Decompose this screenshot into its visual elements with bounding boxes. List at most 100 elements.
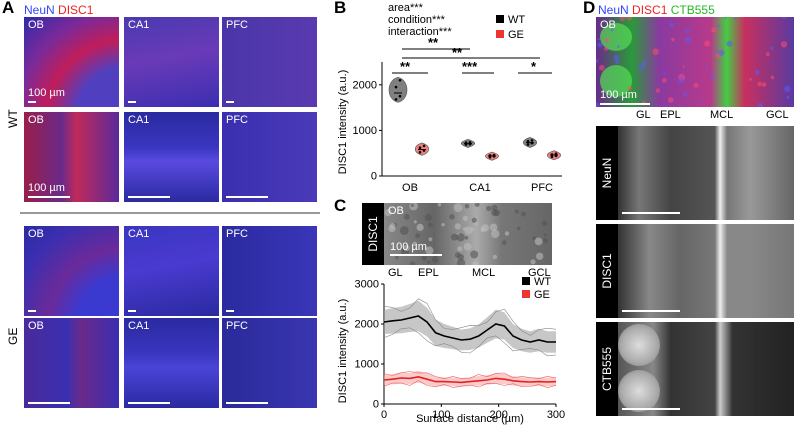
merged-texture-dot <box>749 77 752 81</box>
merged-texture-dot <box>638 65 644 71</box>
panel-a-scale-text: 100 µm <box>28 87 65 99</box>
violin-point <box>398 94 402 98</box>
strip-texture-dot <box>457 246 463 252</box>
panel-d-channel-scale-bar <box>622 408 680 410</box>
merged-texture-dot <box>655 88 661 93</box>
x-tick-label: 100 <box>432 409 450 421</box>
legend-d-ctb: CTB555 <box>670 3 715 17</box>
strip-texture-dot <box>470 250 479 259</box>
merged-texture-dot <box>605 37 610 43</box>
panel-c-strip-image: OB 100 µm <box>384 203 552 265</box>
merged-texture-dot <box>717 24 720 28</box>
bracket-top2-stars: ** <box>452 45 463 60</box>
panel-d-channel-image-2 <box>618 224 794 318</box>
merged-texture-dot <box>645 58 648 61</box>
panel-a-scale-text: 100 µm <box>28 182 65 194</box>
panel-a-tile-label: OB <box>28 320 44 332</box>
wt-ge-divider <box>20 212 320 214</box>
panel-a-tile-10: OB <box>24 318 119 408</box>
strip-texture-dot <box>471 217 477 223</box>
strip-texture-dot <box>504 231 510 236</box>
panel-c-axes: 0 1000 2000 3000 0 100 200 300 <box>355 279 566 422</box>
violin-point <box>492 153 496 157</box>
strip-texture-dot <box>502 240 507 245</box>
merged-texture-dot <box>709 74 715 79</box>
violin-point <box>394 85 398 89</box>
panel-a-tile-label: OB <box>28 114 44 126</box>
panel-a-tile-11: CA1 <box>124 318 219 408</box>
panel-a-tile-label: PFC <box>226 19 248 31</box>
strip-texture-dot <box>474 203 480 207</box>
panel-b-axes: 0 1000 2000 OB CA1 PFC <box>353 62 562 194</box>
merged-texture-dot <box>782 17 786 19</box>
strip-texture-dot <box>454 223 461 230</box>
merged-texture-dot <box>662 77 667 83</box>
panel-a-tile-label: PFC <box>226 114 248 126</box>
legend-neun: NeuN <box>24 3 55 17</box>
merged-texture-dot <box>673 41 676 44</box>
panel-d-letter: D <box>583 0 596 17</box>
violin-point <box>418 150 422 154</box>
panel-a-scale-bar <box>226 402 268 404</box>
violin-point <box>398 78 402 82</box>
panel-a-tile-4: OB 100 µm <box>24 112 119 202</box>
bracket-pfc-stars: * <box>531 59 537 74</box>
panel-d-scale-bar <box>600 103 650 105</box>
violin-point <box>418 146 422 150</box>
panel-b-chart: area*** condition*** interaction*** WT G… <box>337 2 562 194</box>
merged-texture-dot <box>685 28 690 34</box>
panel-c-xlabel: Surface distance (µm) <box>416 413 524 425</box>
strip-texture-dot <box>491 209 499 217</box>
panel-a-scale-bar <box>28 196 70 198</box>
legend-disc1: DISC1 <box>58 3 94 17</box>
panel-d-channel-label-text: CTB555 <box>600 346 614 392</box>
violin-point <box>468 140 472 144</box>
violin-point <box>530 139 534 142</box>
merged-texture-dot <box>596 58 599 63</box>
strip-texture-dot <box>521 211 526 217</box>
x-tick-label: 0 <box>381 409 387 421</box>
merged-texture-dot <box>757 102 763 107</box>
merged-texture-dot <box>711 27 717 33</box>
panel-a-tile-3: PFC <box>222 17 317 107</box>
strip-scale-bar <box>390 254 442 256</box>
panel-d-channel-label-2: DISC1 <box>596 224 618 318</box>
panel-d-channel-scale-bar <box>622 310 680 312</box>
panel-a-scale-bar <box>226 310 234 312</box>
panel-a-tile-label: OB <box>28 19 44 31</box>
merged-texture-dot <box>693 82 699 88</box>
panel-c-ylabel: DISC1 intensity (a.u.) <box>337 299 349 404</box>
violin-point <box>530 141 534 145</box>
layer-gcl: GCL <box>528 267 551 279</box>
panel-c-strip-label: DISC1 <box>362 203 384 265</box>
strip-texture-dot <box>413 220 417 224</box>
strip-texture-dot <box>412 241 418 246</box>
merged-texture-dot <box>761 82 767 87</box>
merged-texture-dot <box>641 61 647 67</box>
panel-d-merged-texture <box>596 17 794 107</box>
trace-ge <box>383 380 557 389</box>
panel-a-tile-label: CA1 <box>128 19 150 31</box>
panel-a-scale-bar <box>128 402 170 404</box>
strip-texture-dot <box>541 220 548 226</box>
panel-a-tile-label: CA1 <box>128 114 150 126</box>
strip-texture-dot <box>472 261 479 265</box>
strip-texture-dot <box>425 246 434 255</box>
mean-line-ge <box>383 375 557 384</box>
panel-a-tile-1: OB 100 µm <box>24 17 119 107</box>
stat-condition: condition*** <box>388 14 446 26</box>
merged-texture-dot <box>653 105 656 107</box>
panel-a-tile-label: CA1 <box>128 320 150 332</box>
strip-texture-dot <box>395 255 399 260</box>
strip-texture-dot <box>462 215 469 222</box>
row-label-ge: GE <box>6 327 20 345</box>
legend-wt: WT <box>508 14 525 26</box>
strip-texture-dot <box>416 223 424 231</box>
violin-point <box>488 156 492 159</box>
strip-texture-dot <box>456 258 466 265</box>
merged-texture-dot <box>617 45 620 48</box>
merged-texture-dot <box>757 81 762 87</box>
merged-texture-dot <box>784 85 791 93</box>
strip-texture-dot <box>491 229 500 239</box>
strip-texture-dot <box>536 252 544 260</box>
